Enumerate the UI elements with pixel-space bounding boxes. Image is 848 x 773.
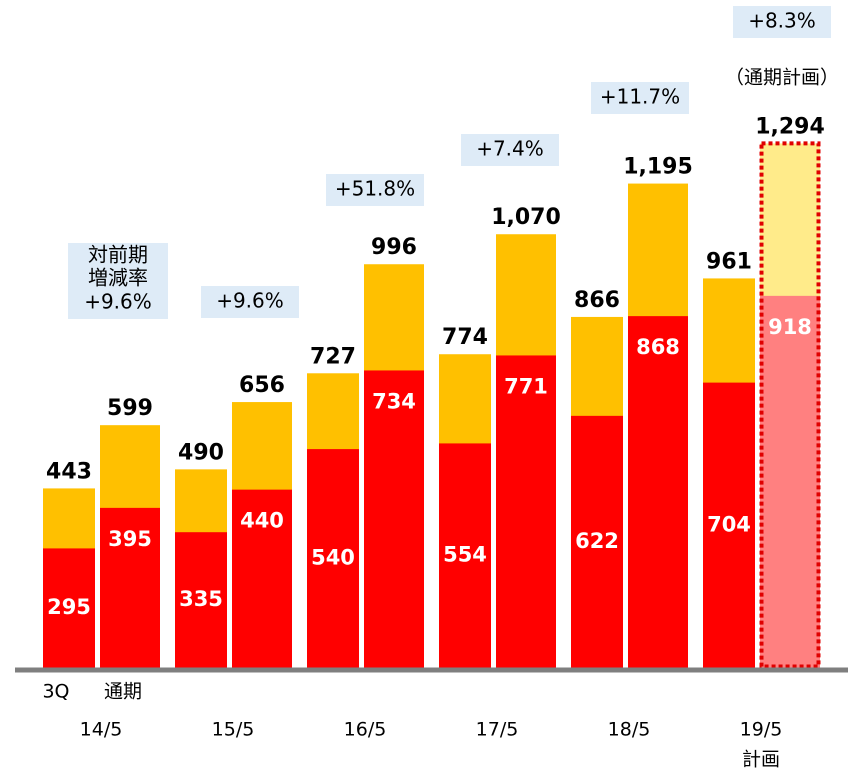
bar-segment — [364, 370, 424, 668]
growth-box — [461, 134, 559, 166]
total-label: 961 — [706, 249, 752, 274]
x-tick-note: 計画 — [742, 749, 780, 771]
growth-box — [591, 82, 689, 114]
segment-label: 440 — [240, 509, 284, 533]
segment-label: 622 — [575, 529, 619, 553]
total-label: 727 — [310, 344, 356, 369]
segment-label: 335 — [179, 587, 223, 611]
segment-label: 295 — [47, 595, 91, 619]
total-label: 490 — [178, 440, 224, 465]
growth-label: +11.7% — [600, 85, 680, 109]
segment-label: 868 — [636, 335, 680, 359]
total-label: 443 — [46, 459, 92, 484]
total-label: 1,070 — [491, 205, 561, 230]
segment-label: 918 — [768, 315, 812, 339]
bar-segment — [175, 532, 227, 668]
growth-label: +9.6% — [84, 290, 152, 314]
bar-segment — [496, 355, 556, 668]
x-tick-label: 16/5 — [344, 719, 387, 741]
total-label: 599 — [107, 396, 153, 421]
bar-segment — [43, 548, 95, 668]
total-label: 1,195 — [623, 155, 693, 180]
growth-box — [733, 6, 831, 38]
segment-label: 734 — [372, 389, 416, 413]
bar-segment — [232, 489, 292, 668]
total-label: 866 — [574, 288, 620, 313]
segment-label: 540 — [311, 546, 355, 570]
growth-box — [68, 287, 168, 319]
bar-segment — [628, 316, 688, 668]
bar-segment — [307, 449, 359, 668]
x-tick-label: 15/5 — [212, 719, 255, 741]
x-tick-label: 17/5 — [476, 719, 519, 741]
legend-label: 3Q — [42, 681, 69, 703]
bar-segment — [571, 415, 623, 668]
bar-segment — [100, 507, 160, 668]
segment-label: 554 — [443, 543, 487, 567]
segment-label: 395 — [108, 527, 152, 551]
bar-segment — [439, 443, 491, 668]
segment-label: 771 — [504, 374, 548, 398]
x-tick-label: 18/5 — [608, 719, 651, 741]
growth-label: +7.4% — [476, 137, 544, 161]
growth-caption: 対前期 — [88, 243, 148, 267]
growth-label: +8.3% — [748, 9, 816, 33]
growth-label: +9.6% — [216, 289, 284, 313]
total-label: 774 — [442, 325, 488, 350]
total-label: 1,294 — [755, 114, 825, 139]
bar-segment — [760, 295, 820, 668]
growth-box — [326, 174, 424, 206]
x-tick-label: 19/5 — [740, 719, 783, 741]
x-tick-label: 14/5 — [80, 719, 123, 741]
growth-box — [201, 286, 299, 318]
total-label: 996 — [371, 235, 417, 260]
plan-border — [759, 141, 821, 669]
segment-label: 704 — [707, 512, 751, 536]
bar-segment — [703, 382, 755, 668]
plan-annotation: （通期計画） — [725, 67, 839, 89]
growth-caption: 増減率 — [88, 266, 148, 290]
growth-label: +51.8% — [335, 177, 415, 201]
legend-label: 通期 — [104, 681, 142, 703]
total-label: 656 — [239, 373, 285, 398]
growth-box — [68, 243, 168, 289]
